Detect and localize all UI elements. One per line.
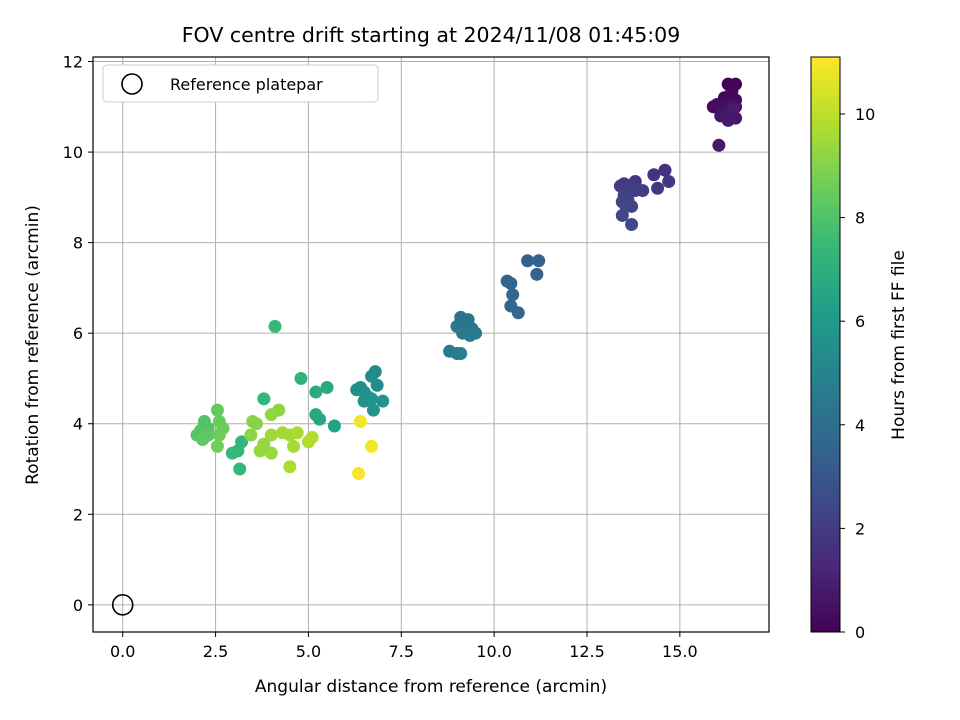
y-tick-label: 10	[63, 143, 83, 162]
data-point	[327, 419, 341, 433]
data-point	[636, 184, 650, 198]
data-point	[625, 199, 639, 213]
plot-frame	[92, 56, 770, 633]
data-point	[530, 267, 544, 281]
x-tick-label: 2.5	[203, 642, 228, 661]
data-point	[647, 168, 661, 182]
data-point	[651, 181, 665, 195]
data-point	[511, 306, 525, 320]
data-point	[615, 208, 629, 222]
data-point	[352, 467, 366, 481]
data-point	[196, 433, 210, 447]
data-point	[625, 218, 639, 232]
data-point	[532, 254, 546, 268]
chart-title: FOV centre drift starting at 2024/11/08 …	[182, 23, 681, 47]
data-point	[320, 381, 334, 395]
legend: Reference platepar	[102, 64, 379, 103]
y-tick-label: 12	[63, 53, 83, 72]
legend-box	[102, 64, 379, 103]
x-axis-label: Angular distance from reference (arcmin)	[255, 677, 607, 697]
data-point	[233, 462, 247, 476]
x-tick-label: 10.0	[476, 642, 512, 661]
colorbar-tick-label: 0	[855, 623, 865, 642]
colorbar-tick-label: 4	[855, 416, 865, 435]
data-point	[504, 276, 518, 290]
colorbar-tick-label: 2	[855, 519, 865, 538]
y-tick-label: 8	[73, 234, 83, 253]
data-point	[376, 394, 390, 408]
data-point	[365, 392, 379, 406]
data-point	[309, 408, 323, 422]
colorbar-ticks: 0 2 4 6 8 10	[840, 105, 875, 642]
colorbar-gradient	[811, 57, 840, 632]
x-tick-label: 7.5	[389, 642, 414, 661]
legend-reference-marker	[121, 73, 143, 95]
y-tick-label: 6	[73, 324, 83, 343]
data-point	[727, 102, 741, 116]
data-point	[454, 347, 468, 361]
data-point	[210, 403, 224, 417]
reference-platepar-marker	[111, 594, 134, 616]
data-point	[268, 319, 282, 333]
grid-lines	[93, 57, 769, 632]
data-point	[366, 403, 380, 417]
data-point	[287, 439, 301, 453]
data-point	[658, 163, 672, 177]
data-point	[210, 439, 224, 453]
data-point	[721, 113, 735, 127]
colorbar-tick-label: 6	[855, 312, 865, 331]
data-point	[370, 378, 384, 392]
data-point	[264, 408, 278, 422]
data-point	[365, 439, 379, 453]
y-axis-ticks: 0 2 4 6 8 10 12	[63, 53, 93, 615]
data-point	[244, 428, 258, 442]
x-tick-label: 15.0	[662, 642, 698, 661]
data-point	[506, 288, 520, 302]
data-point	[521, 254, 535, 268]
x-tick-label: 12.5	[569, 642, 605, 661]
data-point	[294, 371, 308, 385]
data-point	[290, 426, 304, 440]
data-point	[257, 392, 271, 406]
x-axis-ticks: 0.0 2.5 5.0 7.5 10.0 12.5 15.0	[110, 632, 698, 661]
data-point	[225, 446, 239, 460]
data-point	[712, 138, 726, 152]
data-points	[190, 77, 743, 481]
colorbar-frame	[810, 56, 841, 633]
data-point	[249, 417, 263, 431]
data-point	[283, 460, 297, 474]
data-point	[309, 385, 323, 399]
colorbar-label: Hours from first FF file	[889, 250, 909, 440]
x-tick-label: 0.0	[110, 642, 135, 661]
data-point	[353, 414, 367, 428]
y-tick-label: 0	[73, 596, 83, 615]
data-point	[212, 428, 226, 442]
data-point	[463, 328, 477, 342]
colorbar-tick-label: 10	[855, 105, 875, 124]
data-point	[253, 444, 267, 458]
colorbar: 0 2 4 6 8 10 Hours from first FF file	[810, 56, 909, 642]
legend-entry-label: Reference platepar	[170, 75, 323, 94]
y-tick-label: 2	[73, 505, 83, 524]
data-point	[264, 428, 278, 442]
y-axis-label: Rotation from reference (arcmin)	[23, 205, 43, 485]
data-point	[305, 430, 319, 444]
y-tick-label: 4	[73, 415, 83, 434]
x-tick-label: 5.0	[296, 642, 321, 661]
data-point	[264, 446, 278, 460]
data-point	[662, 175, 676, 189]
colorbar-tick-label: 8	[855, 209, 865, 228]
